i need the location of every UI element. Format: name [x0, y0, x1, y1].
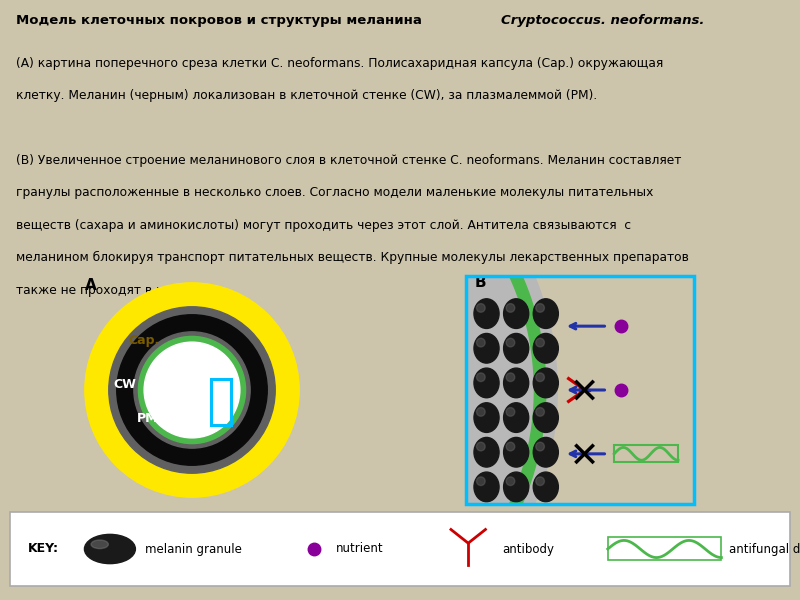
Ellipse shape	[474, 403, 499, 433]
Ellipse shape	[477, 442, 485, 451]
Text: Модель клеточных покровов и структуры меланина: Модель клеточных покровов и структуры ме…	[16, 14, 426, 28]
Ellipse shape	[536, 304, 545, 312]
Ellipse shape	[474, 472, 499, 502]
Ellipse shape	[506, 477, 514, 485]
Ellipse shape	[506, 442, 514, 451]
Text: A: A	[85, 278, 97, 293]
Ellipse shape	[534, 368, 558, 398]
Ellipse shape	[534, 334, 558, 363]
Ellipse shape	[506, 373, 514, 382]
Ellipse shape	[536, 373, 545, 382]
Ellipse shape	[504, 334, 529, 363]
Ellipse shape	[504, 437, 529, 467]
Text: гранулы расположенные в несколько слоев. Согласно модели маленькие молекулы пита: гранулы расположенные в несколько слоев.…	[16, 187, 654, 199]
Text: CW: CW	[114, 378, 136, 391]
Ellipse shape	[474, 368, 499, 398]
Ellipse shape	[85, 535, 135, 563]
Ellipse shape	[504, 403, 529, 433]
Circle shape	[138, 337, 246, 443]
Circle shape	[134, 332, 250, 448]
Ellipse shape	[534, 299, 558, 328]
Ellipse shape	[506, 304, 514, 312]
Ellipse shape	[534, 437, 558, 467]
Ellipse shape	[536, 338, 545, 347]
Text: также не проходят в клетку.: также не проходят в клетку.	[16, 284, 205, 297]
Ellipse shape	[477, 477, 485, 485]
Ellipse shape	[477, 304, 485, 312]
Text: KEY:: KEY:	[27, 542, 58, 556]
Bar	[608, 538, 722, 560]
Text: B: B	[475, 275, 486, 290]
Text: PM: PM	[138, 412, 158, 425]
Text: antibody: antibody	[502, 542, 554, 556]
Bar	[211, 379, 230, 425]
Text: nutrient: nutrient	[336, 542, 383, 556]
Ellipse shape	[474, 334, 499, 363]
Ellipse shape	[506, 407, 514, 416]
Text: Cryptococcus. neoformans.: Cryptococcus. neoformans.	[501, 14, 704, 28]
Polygon shape	[466, 269, 557, 511]
Ellipse shape	[534, 472, 558, 502]
Text: (В) Увеличенное строение меланинового слоя в клеточной стенке C. neoformans. Мел: (В) Увеличенное строение меланинового сл…	[16, 154, 682, 167]
Text: клетку. Меланин (черным) локализован в клеточной стенке (CW), за плазмалеммой (P: клетку. Меланин (черным) локализован в к…	[16, 89, 598, 102]
Ellipse shape	[536, 477, 545, 485]
Ellipse shape	[474, 437, 499, 467]
Ellipse shape	[477, 407, 485, 416]
Text: веществ (сахара и аминокислоты) могут проходить через этот слой. Антитела связыв: веществ (сахара и аминокислоты) могут пр…	[16, 219, 631, 232]
Ellipse shape	[477, 373, 485, 382]
Text: меланином блокируя транспорт питательных веществ. Крупные молекулы лекарственных: меланином блокируя транспорт питательных…	[16, 251, 689, 265]
Text: antifungal drug: antifungal drug	[730, 542, 800, 556]
Ellipse shape	[477, 338, 485, 347]
Text: (А) картина поперечного среза клетки C. neoformans. Полисахаридная капсула (Cap.: (А) картина поперечного среза клетки C. …	[16, 57, 663, 70]
Text: melanin granule: melanin granule	[146, 542, 242, 556]
Ellipse shape	[506, 338, 514, 347]
Circle shape	[109, 307, 275, 473]
Ellipse shape	[536, 442, 545, 451]
Ellipse shape	[504, 472, 529, 502]
Bar	[614, 445, 678, 462]
Ellipse shape	[504, 299, 529, 328]
Ellipse shape	[474, 299, 499, 328]
Circle shape	[144, 342, 240, 438]
Circle shape	[117, 315, 267, 465]
Ellipse shape	[536, 407, 545, 416]
Circle shape	[85, 283, 299, 497]
Ellipse shape	[91, 540, 108, 548]
Text: Cap.: Cap.	[128, 334, 159, 347]
Ellipse shape	[534, 403, 558, 433]
Ellipse shape	[504, 368, 529, 398]
Polygon shape	[501, 253, 546, 527]
